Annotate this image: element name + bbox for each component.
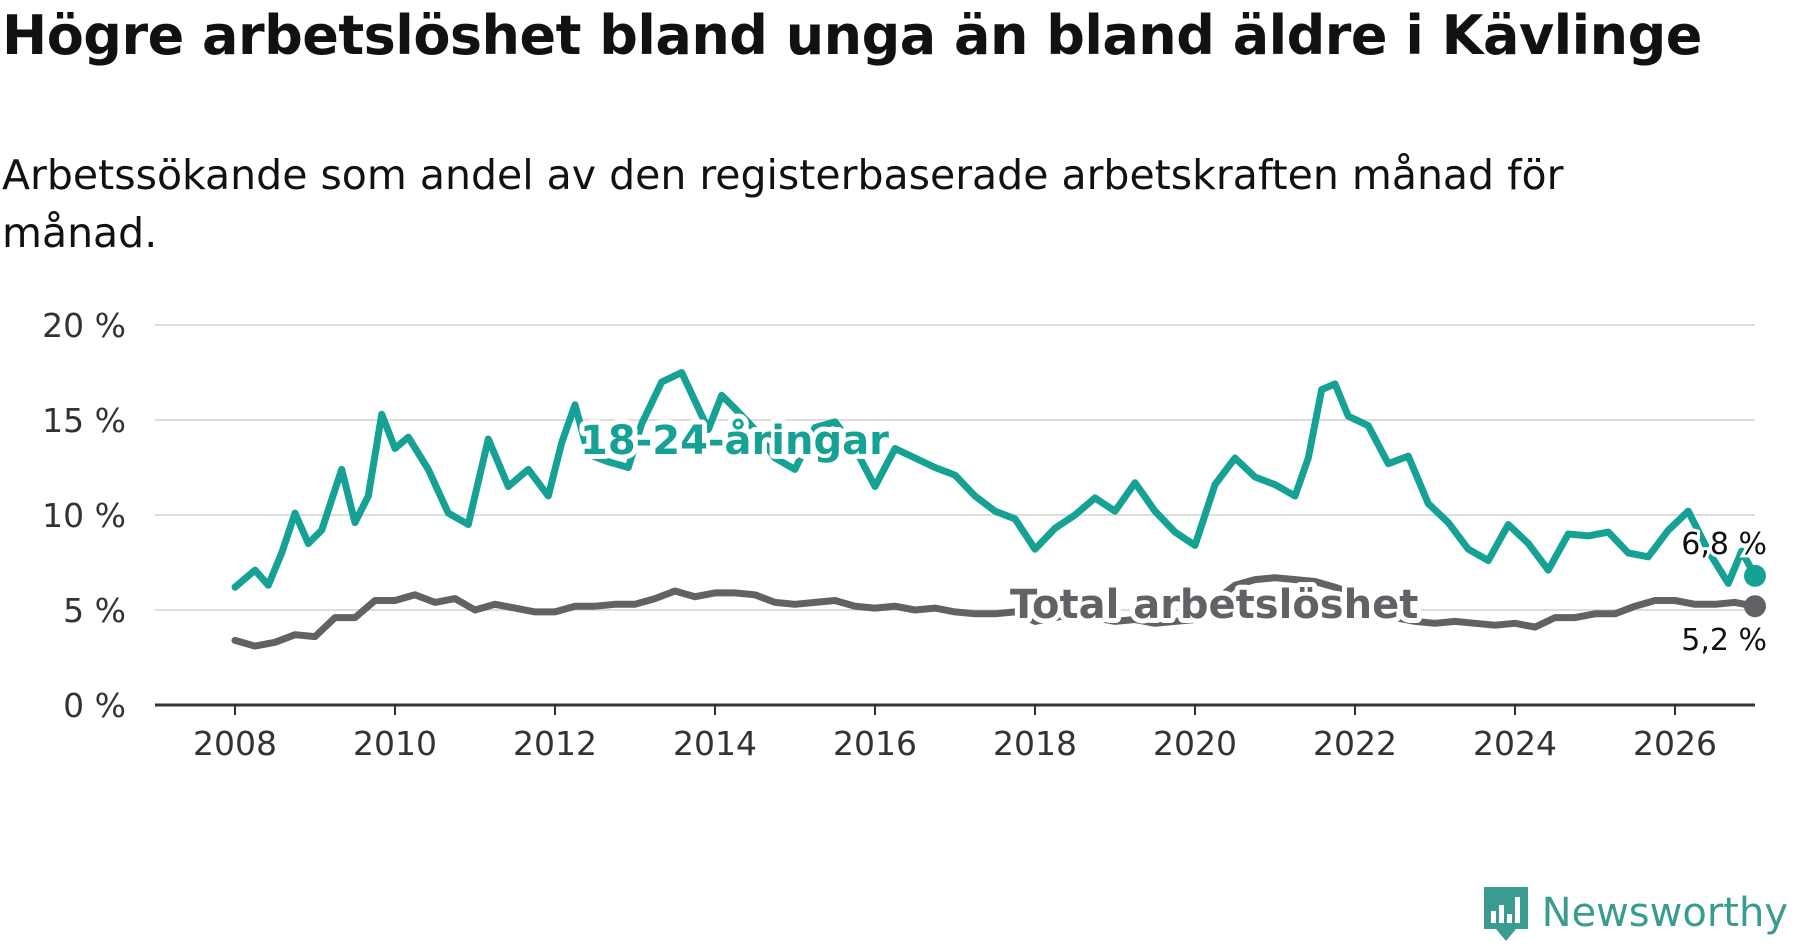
- y-axis-ticks: 0 % 5 % 10 % 15 % 20 %: [42, 306, 126, 725]
- y-tick-label: 0 %: [63, 686, 126, 725]
- x-tick-label: 2008: [193, 724, 277, 763]
- y-tick-label: 10 %: [42, 496, 126, 535]
- x-tick-label: 2022: [1313, 724, 1397, 763]
- chart-subtitle: Arbetssökande som andel av den registerb…: [2, 151, 1564, 257]
- series-end-value-label: 6,8 %: [1681, 527, 1767, 562]
- brand-name: Newsworthy: [1541, 890, 1788, 936]
- series-lines: [231, 369, 1766, 650]
- x-tick-label: 2026: [1633, 724, 1717, 763]
- series-line-18-24: [231, 369, 1759, 591]
- newsworthy-logo: Newsworthy: [1480, 878, 1788, 948]
- x-tick-label: 2020: [1153, 724, 1237, 763]
- series-label-total: Total arbetslöshet: [1010, 582, 1418, 628]
- gridlines: [155, 324, 1755, 707]
- x-tick-label: 2024: [1473, 724, 1557, 763]
- x-tick-label: 2018: [993, 724, 1077, 763]
- series-labels: 6,8 % 5,2 % 18-24-åringar Total arbetslöshe…: [575, 412, 1770, 661]
- newsworthy-logo-icon: [1483, 887, 1528, 941]
- chart-title: Högre arbetslöshet bland unga än bland ä…: [2, 4, 1702, 67]
- x-tick-label: 2012: [513, 724, 597, 763]
- series-label-18-24: 18-24-åringar: [580, 417, 889, 464]
- y-tick-label: 15 %: [42, 401, 126, 440]
- y-tick-label: 5 %: [63, 591, 126, 630]
- y-tick-label: 20 %: [42, 306, 126, 345]
- series-end-point: [1744, 564, 1766, 587]
- series-end-point: [1744, 595, 1766, 618]
- x-axis-ticks: 2008 2010 2012 2014 2016 2018 2020 2022 2024 2026: [193, 705, 1717, 763]
- x-tick-label: 2010: [353, 724, 437, 763]
- series-end-value-label: 5,2 %: [1681, 623, 1767, 658]
- x-tick-label: 2016: [833, 724, 917, 763]
- x-tick-label: 2014: [673, 724, 757, 763]
- series-line-total: [231, 574, 1759, 650]
